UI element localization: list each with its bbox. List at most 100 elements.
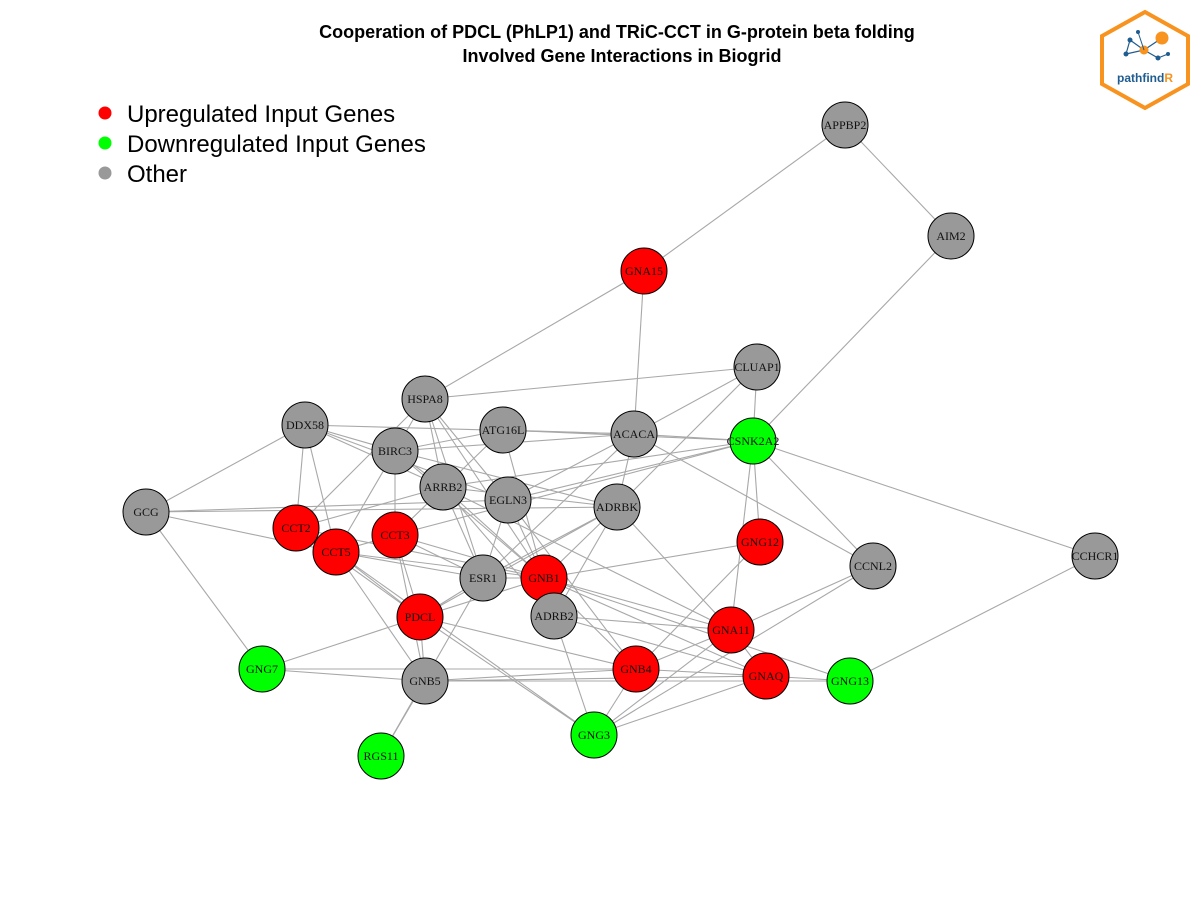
- network-nodes: APPBP2 AIM2 GNA15 CLUAP1 HSPA8 DDX58 ATG16L ACA…: [122, 101, 1119, 780]
- chart-title-line2: Involved Gene Interactions in Biogrid: [462, 46, 781, 66]
- node-gnaq: GNAQ: [742, 652, 790, 700]
- node-gng3: GNG3: [570, 711, 618, 759]
- edge-gng12-gnb4: [635, 541, 761, 670]
- edge-acaca-esr1: [482, 433, 635, 579]
- edge-adrb2-gnaq: [553, 615, 767, 677]
- edge-birc3-gnb1: [394, 450, 545, 579]
- edge-acaca-egln3: [507, 433, 635, 501]
- edge-cct5-gng3: [335, 551, 595, 736]
- node-label-gna11: GNA11: [712, 623, 750, 637]
- node-label-gng3: GNG3: [578, 728, 610, 742]
- node-label-pdcl: PDCL: [405, 610, 436, 624]
- node-esr1: ESR1: [459, 554, 507, 602]
- edge-gnb1-gnaq: [543, 577, 767, 677]
- node-gnb1: GNB1: [520, 554, 568, 602]
- node-label-cluap1: CLUAP1: [734, 360, 779, 374]
- node-gng7: GNG7: [238, 645, 286, 693]
- node-cchcr1: CCHCR1: [1071, 532, 1119, 580]
- node-circle-gng12: [736, 518, 784, 566]
- node-circle-atg16l: [479, 406, 527, 454]
- node-gna11: GNA11: [707, 606, 755, 654]
- node-gnb5: GNB5: [401, 657, 449, 705]
- edge-gnb1-gna11: [543, 577, 732, 631]
- node-circle-cct5: [312, 528, 360, 576]
- edge-ddx58-gcg: [145, 424, 306, 513]
- node-label-aim2: AIM2: [936, 229, 965, 243]
- node-label-hspa8: HSPA8: [407, 392, 443, 406]
- logo-network-icon: [1123, 30, 1170, 61]
- node-circle-csnk2a2: [729, 417, 777, 465]
- node-label-gnb1: GNB1: [528, 571, 559, 585]
- node-label-acaca: ACACA: [613, 427, 655, 441]
- edge-ccnl2-gna11: [730, 565, 874, 631]
- edge-csnk2a2-ccnl2: [752, 440, 874, 567]
- edge-cct5-gnb1: [335, 551, 545, 579]
- edge-cct3-gnb1: [394, 534, 545, 579]
- node-circle-aim2: [927, 212, 975, 260]
- edge-gnaq-gng3: [593, 675, 767, 736]
- node-label-atg16l: ATG16L: [482, 423, 525, 437]
- edge-appbp2-aim2: [844, 124, 952, 237]
- node-rgs11: RGS11: [357, 732, 405, 780]
- edge-csnk2a2-cchcr1: [752, 440, 1096, 557]
- legend: Upregulated Input Genes Downregulated In…: [98, 101, 426, 188]
- node-circle-gng13: [826, 657, 874, 705]
- node-circle-ddx58: [281, 401, 329, 449]
- legend-swatch-upregulated: [98, 106, 112, 120]
- chart-title-line1: Cooperation of PDCL (PhLP1) and TRiC-CCT…: [319, 22, 915, 42]
- node-circle-acaca: [610, 410, 658, 458]
- node-circle-cchcr1: [1071, 532, 1119, 580]
- edge-csnk2a2-arrb2: [442, 440, 754, 488]
- node-pdcl: PDCL: [396, 593, 444, 641]
- node-circle-gnb4: [612, 645, 660, 693]
- edge-hspa8-gnb1: [424, 398, 545, 579]
- node-circle-ccnl2: [849, 542, 897, 590]
- node-birc3: BIRC3: [371, 427, 419, 475]
- edge-acaca-ccnl2: [633, 433, 874, 567]
- node-label-cchcr1: CCHCR1: [1072, 549, 1119, 563]
- edge-gnb5-gnb4: [424, 668, 637, 682]
- node-circle-cct3: [371, 511, 419, 559]
- node-circle-arrb2: [419, 463, 467, 511]
- edge-cchcr1-gng13: [849, 555, 1096, 682]
- node-label-ccnl2: CCNL2: [854, 559, 892, 573]
- node-label-adrb2: ADRB2: [534, 609, 573, 623]
- node-gna15: GNA15: [620, 247, 668, 295]
- logo-hexagon: [1100, 9, 1190, 111]
- node-circle-birc3: [371, 427, 419, 475]
- node-hspa8: HSPA8: [401, 375, 449, 423]
- legend-item-upregulated: Upregulated Input Genes: [98, 101, 395, 128]
- node-arrb2: ARRB2: [419, 463, 467, 511]
- edge-cct5-gnb5: [335, 551, 426, 682]
- node-label-gng7: GNG7: [246, 662, 278, 676]
- edge-gnb1-gng13: [543, 577, 851, 682]
- node-label-cct5: CCT5: [321, 545, 350, 559]
- node-gcg: GCG: [122, 488, 170, 536]
- edge-gcg-gng7: [145, 511, 263, 670]
- node-label-csnk2a2: CSNK2A2: [727, 434, 780, 448]
- node-circle-gnb5: [401, 657, 449, 705]
- edge-gna11-gng3: [593, 629, 732, 736]
- legend-swatch-downregulated: [98, 136, 112, 150]
- node-ddx58: DDX58: [281, 401, 329, 449]
- edge-csnk2a2-egln3: [507, 440, 754, 501]
- pathfindr-logo: pathfindR: [1100, 9, 1190, 111]
- node-cluap1: CLUAP1: [733, 343, 781, 391]
- node-circle-egln3: [484, 476, 532, 524]
- node-label-egln3: EGLN3: [489, 493, 527, 507]
- node-circle-gng3: [570, 711, 618, 759]
- node-circle-adrb2: [530, 592, 578, 640]
- node-circle-gnaq: [742, 652, 790, 700]
- edge-gna15-acaca: [633, 270, 645, 435]
- node-circle-cct2: [272, 504, 320, 552]
- node-adrbk: ADRBK: [593, 483, 641, 531]
- logo-text-accent: R: [1164, 71, 1173, 85]
- node-acaca: ACACA: [610, 410, 658, 458]
- node-gng13: GNG13: [826, 657, 874, 705]
- node-label-ddx58: DDX58: [286, 418, 324, 432]
- node-cct5: CCT5: [312, 528, 360, 576]
- logo-text-main: pathfind: [1117, 71, 1164, 85]
- edge-cct5-esr1: [335, 551, 484, 579]
- logo-wordmark: pathfindR: [1117, 71, 1173, 85]
